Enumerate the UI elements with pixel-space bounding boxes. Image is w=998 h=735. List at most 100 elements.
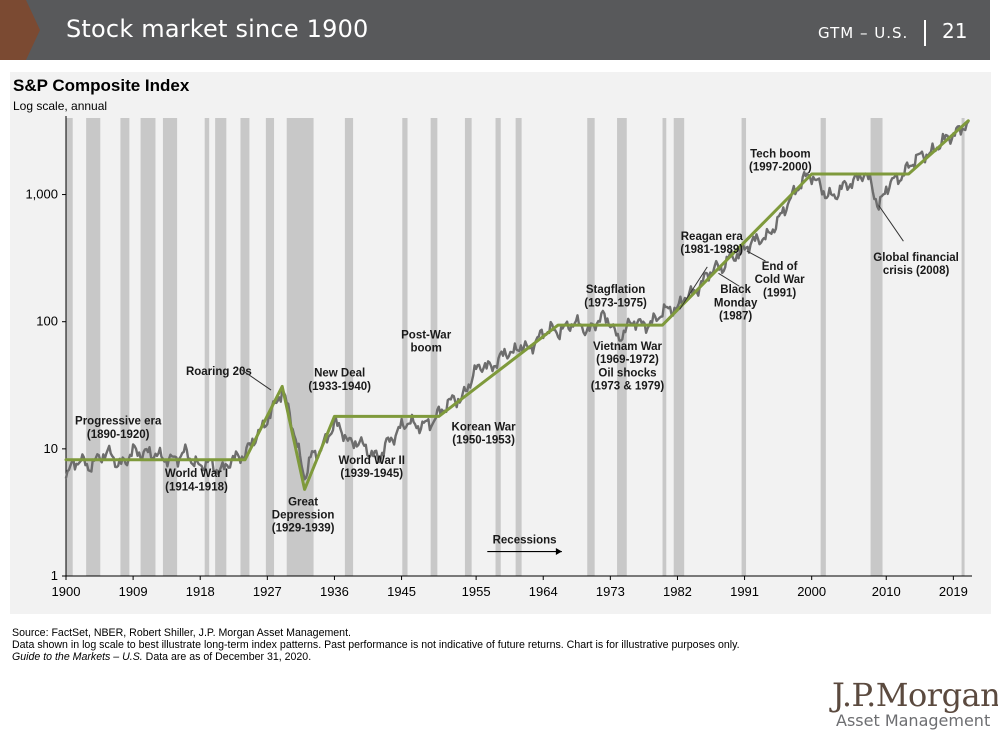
annotation-line: Post-War (401, 329, 452, 341)
annotation-line: (1914-1918) (165, 481, 228, 493)
recession-band (961, 118, 965, 576)
recession-bands (66, 118, 965, 576)
annotation-label: Tech boom (1997-2000) (749, 148, 812, 173)
annotation-line: (1991) (763, 287, 796, 299)
recession-band (286, 118, 314, 576)
annotation-line: Stagflation (586, 284, 645, 296)
x-tick-label: 1927 (253, 584, 282, 599)
annotation-label: Reagan era (1981-1989) (680, 231, 743, 256)
x-tick-label: 1918 (186, 584, 215, 599)
recessions-legend: Recessions (487, 535, 562, 556)
y-tick-label: 1 (51, 568, 58, 583)
recession-band (587, 118, 595, 576)
annotation-label: Post-War boom (401, 329, 452, 354)
annotation-line: (1929-1939) (272, 523, 335, 535)
annotation-label: World War I (1914-1918) (165, 468, 228, 493)
recession-band (820, 118, 826, 576)
x-tick-label: 1982 (663, 584, 692, 599)
annotation-line: (1933-1940) (308, 381, 371, 393)
trend-line (64, 119, 970, 491)
series-lines (64, 119, 970, 491)
annotation-line: Oil shocks (598, 367, 656, 379)
index-line (64, 120, 970, 481)
footnotes: Source: FactSet, NBER, Robert Shiller, J… (12, 627, 782, 663)
y-tick-label: 10 (44, 441, 58, 456)
guide-title: Guide to the Markets – U.S. (12, 651, 143, 663)
annotation-leader-line (746, 250, 766, 262)
annotation-line: Depression (272, 509, 335, 521)
annotation-line: (1997-2000) (749, 162, 812, 174)
recession-band (464, 118, 472, 576)
annotations: Progressive era (1890-1920)World War I (19… (75, 148, 959, 534)
annotation-line: (1973-1975) (584, 297, 647, 309)
annotation-label: Progressive era (1890-1920) (75, 416, 162, 441)
annotation-label: Global financial crisis (2008) (873, 252, 959, 277)
recession-band (215, 118, 227, 576)
annotation-line: Tech boom (750, 148, 810, 160)
recession-band (140, 118, 156, 576)
annotation-line: (1987) (719, 310, 752, 322)
annotation-line: Monday (714, 297, 758, 309)
annotation-line: World War II (339, 455, 405, 467)
annotation-leader-line (679, 266, 708, 310)
recession-band (66, 118, 73, 576)
annotation-line: Vietnam War (593, 341, 663, 353)
annotation-line: Black (720, 284, 751, 296)
annotation-label: End of Cold War (1991) (755, 261, 806, 299)
guide-note: Guide to the Markets – U.S. Data are as … (12, 651, 782, 663)
recession-band (162, 118, 178, 576)
y-tick-label: 1,000 (25, 187, 58, 202)
annotation-label: Vietnam War (1969-1972) Oil shocks (1973 & … (591, 341, 665, 393)
recession-band (673, 118, 685, 576)
annotation-line: (1973 & 1979) (591, 381, 665, 393)
annotation-line: New Deal (314, 368, 365, 380)
chevron-shape (0, 0, 40, 60)
recession-band (120, 118, 130, 576)
x-tick-label: 2019 (939, 584, 968, 599)
recession-band (870, 118, 883, 576)
annotation-line: (1969-1972) (596, 354, 659, 366)
annotation-line: End of (762, 261, 798, 273)
annotation-leader-line (878, 205, 904, 242)
x-tick-label: 1991 (730, 584, 759, 599)
x-tick-label: 1973 (596, 584, 625, 599)
chart-subtitle: Log scale, annual (13, 99, 108, 113)
annotation-line: (1981-1989) (680, 244, 743, 256)
recessions-arrow-head (555, 548, 562, 556)
annotation-line: Cold War (755, 274, 806, 286)
x-tick-label: 1945 (387, 584, 416, 599)
annotation-label: Stagflation (1973-1975) (584, 284, 647, 309)
chart-axes: 1 10 100 1,000 1900 1909 1918 1927 1936 1945 1955 1… (25, 116, 972, 599)
recession-band (344, 118, 354, 576)
recessions-legend-label: Recessions (493, 535, 557, 547)
recession-band (515, 118, 522, 576)
jpmorgan-logo: J.P.Morgan (832, 676, 998, 714)
recession-band (495, 118, 501, 576)
annotation-line: (1890-1920) (87, 429, 150, 441)
recession-band (86, 118, 101, 576)
x-tick-label: 1964 (529, 584, 558, 599)
recession-band (402, 118, 408, 576)
x-tick-label: 1955 (462, 584, 491, 599)
x-tick-label: 1936 (320, 584, 349, 599)
y-tick-label: 100 (36, 314, 58, 329)
header-chevron-icon (0, 0, 40, 60)
recession-band (617, 118, 627, 576)
annotation-label: Roaring 20s (186, 366, 252, 378)
recession-band (240, 118, 250, 576)
recession-band (741, 118, 747, 576)
annotation-line: boom (411, 343, 442, 355)
annotation-label: Great Depression (1929-1939) (272, 496, 335, 534)
section-label: GTM – U.S. (818, 24, 909, 42)
chart-title: S&P Composite Index (13, 76, 190, 95)
annotation-line: Global financial (873, 252, 959, 264)
header-bar: Stock market since 1900 GTM – U.S. 21 (0, 0, 990, 60)
annotation-line: Reagan era (681, 231, 744, 243)
annotation-label: Black Monday (1987) (714, 284, 758, 322)
disclaimer-note: Data shown in log scale to best illustra… (12, 639, 740, 651)
annotation-label: New Deal (1933-1940) (308, 368, 371, 393)
annotation-line: World War I (165, 468, 228, 480)
page-number: 21 (942, 19, 968, 43)
header-divider (924, 20, 926, 46)
